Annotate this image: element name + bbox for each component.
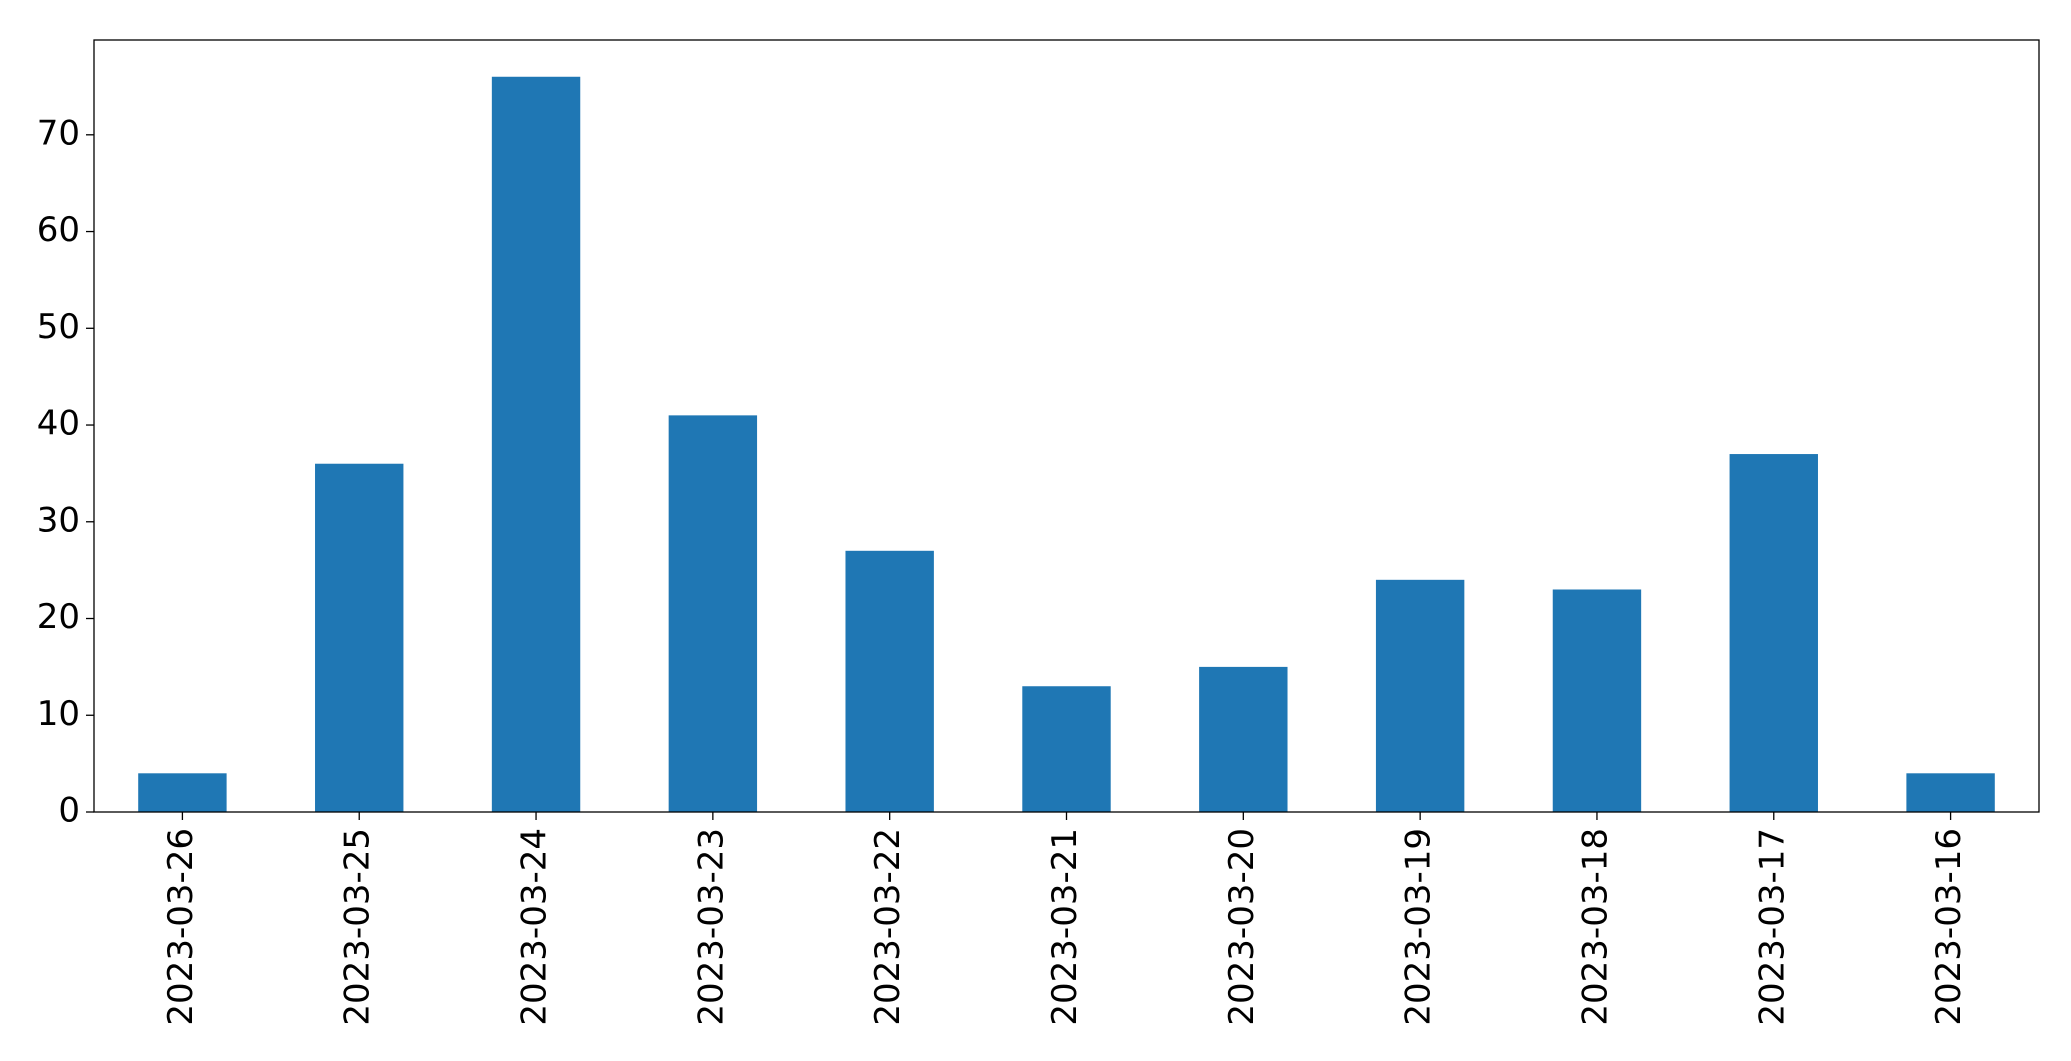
y-tick-label: 40 — [37, 404, 80, 444]
x-tick-label: 2023-03-24 — [515, 828, 555, 1026]
x-tick-label: 2023-03-22 — [868, 828, 908, 1026]
bar — [1022, 686, 1111, 812]
bar — [315, 463, 404, 812]
bar — [1729, 454, 1818, 812]
y-tick-label: 30 — [37, 500, 80, 540]
bar — [1199, 666, 1288, 812]
bar — [1375, 579, 1465, 812]
bar — [845, 550, 934, 812]
x-tick-label: 2023-03-26 — [161, 828, 201, 1026]
bar — [1552, 589, 1642, 812]
y-tick-label: 0 — [58, 791, 80, 831]
bar — [668, 415, 758, 812]
x-tick-label: 2023-03-18 — [1575, 828, 1615, 1026]
x-tick-label: 2023-03-25 — [338, 828, 378, 1026]
y-tick-label: 50 — [37, 307, 80, 347]
y-tick-label: 70 — [37, 113, 80, 153]
y-tick-label: 60 — [37, 210, 80, 250]
x-tick-label: 2023-03-19 — [1399, 828, 1439, 1026]
x-tick-label: 2023-03-20 — [1222, 828, 1262, 1026]
bar — [491, 76, 581, 812]
y-tick-label: 10 — [37, 694, 80, 734]
bar — [1906, 773, 1995, 812]
x-tick-label: 2023-03-23 — [691, 828, 731, 1026]
x-tick-label: 2023-03-17 — [1752, 828, 1792, 1026]
x-tick-label: 2023-03-21 — [1045, 828, 1085, 1026]
bar — [138, 773, 227, 812]
plot-frame — [93, 39, 2040, 813]
x-tick-label: 2023-03-16 — [1929, 828, 1969, 1026]
y-tick-label: 20 — [37, 597, 80, 637]
